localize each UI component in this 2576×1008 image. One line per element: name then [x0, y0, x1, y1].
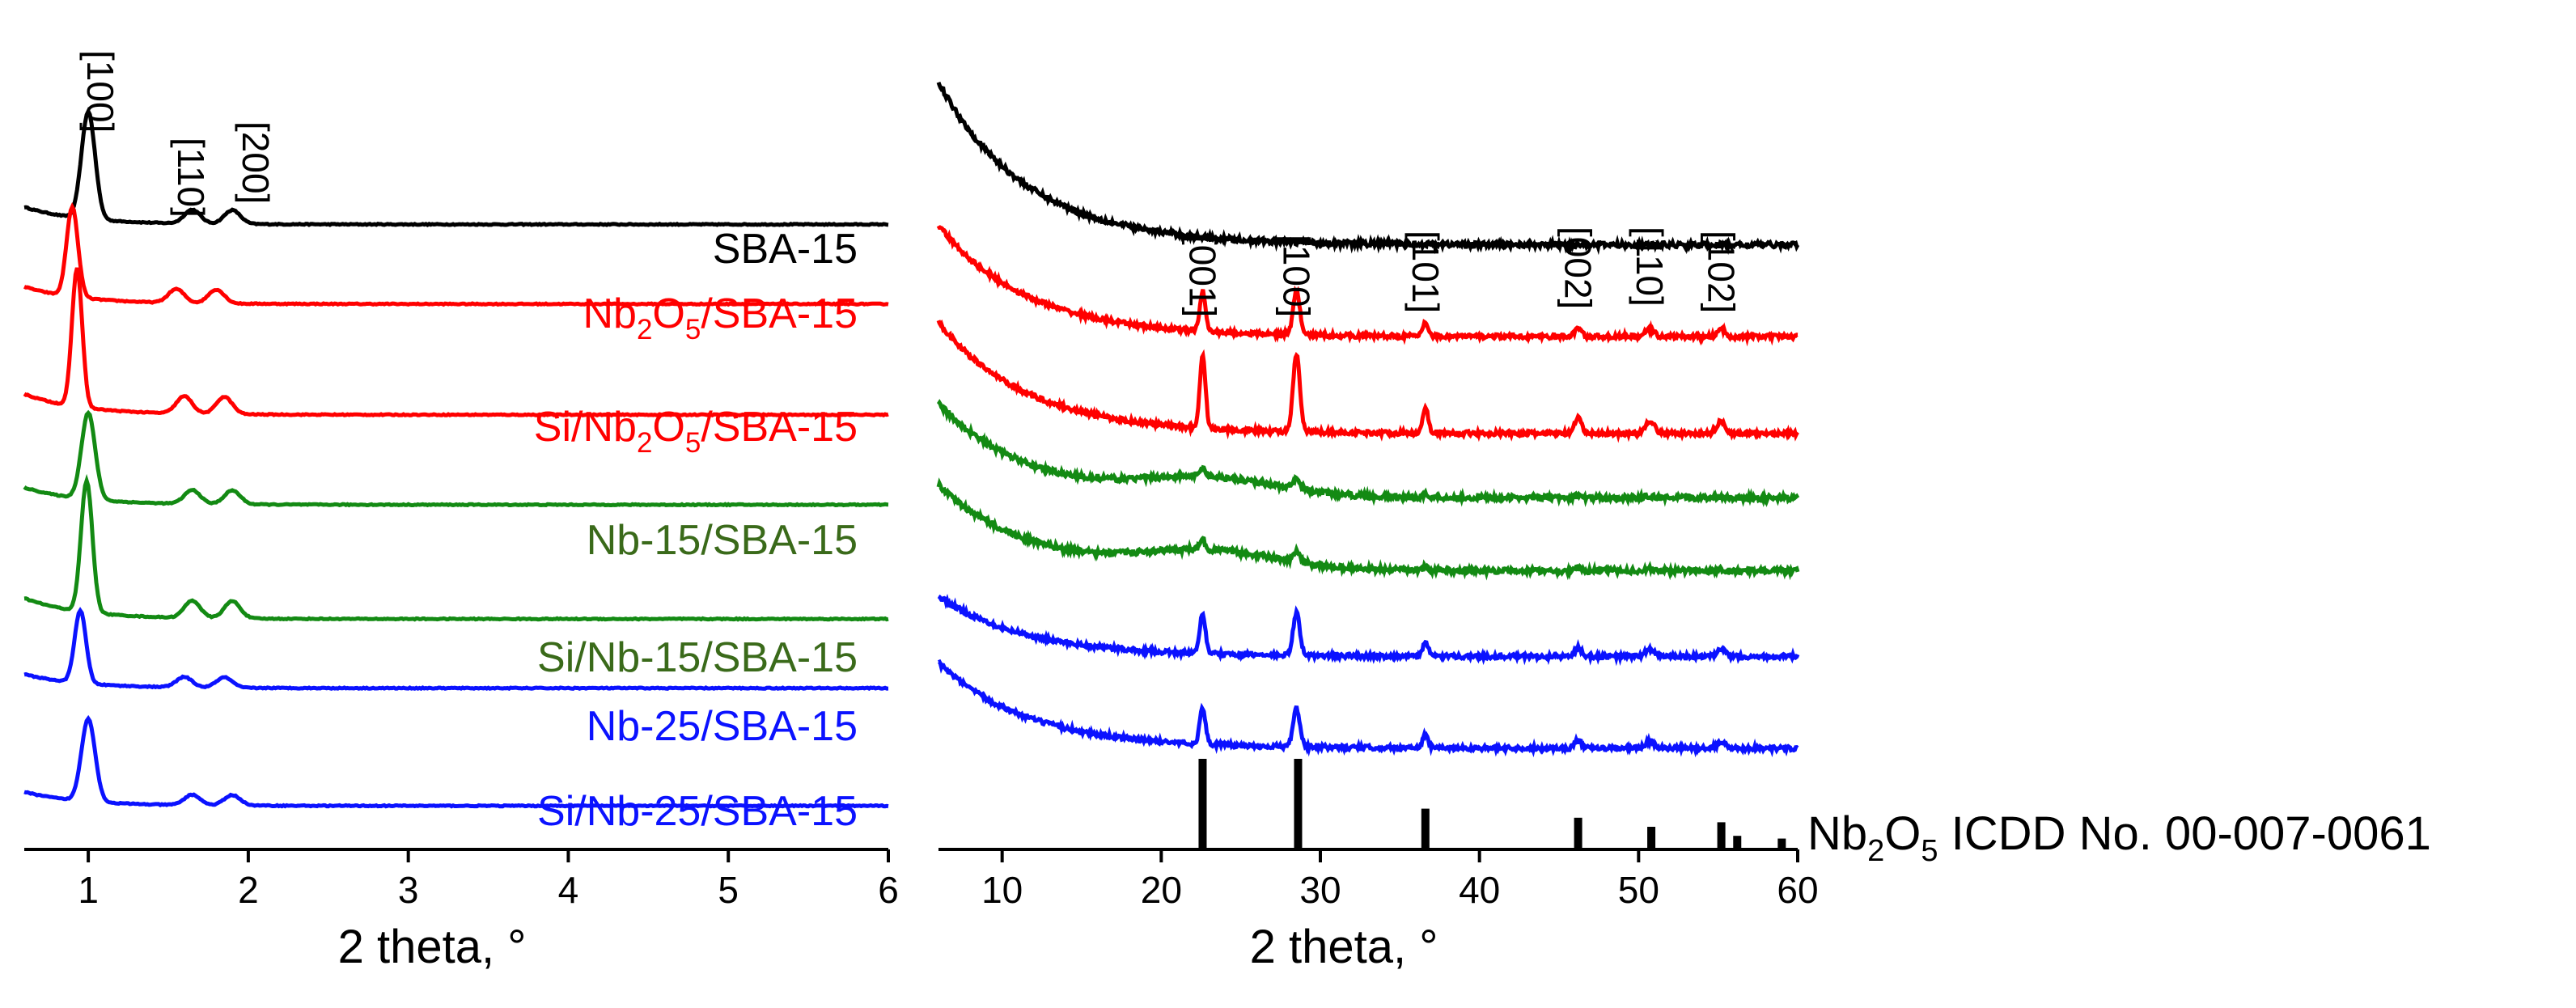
- series-line: [937, 659, 1799, 758]
- series-label: Si/Nb-25/SBA-15: [537, 788, 858, 835]
- series-label: Nb-15/SBA-15: [587, 517, 858, 564]
- reference-stick: [1717, 822, 1726, 849]
- peak-annotation: [001]: [1181, 235, 1223, 317]
- series-line: [23, 202, 889, 307]
- series-line: [936, 81, 1800, 256]
- series-line: [23, 107, 889, 227]
- series-line: [23, 714, 889, 809]
- reference-stick: [1777, 838, 1786, 849]
- series-line: [936, 319, 1799, 443]
- x-tick-label: 10: [981, 869, 1023, 911]
- peak-annotation: [110]: [1629, 227, 1671, 307]
- x-tick-label: 1: [78, 869, 99, 911]
- peak-annotation: [100]: [79, 50, 121, 133]
- series-line: [23, 409, 889, 508]
- series-line: [23, 607, 888, 692]
- peak-annotation: [002]: [1557, 227, 1599, 309]
- x-tick-label: 3: [398, 869, 419, 911]
- series-label: Si/Nb2O5/SBA-15: [534, 404, 858, 459]
- x-tick-label: 60: [1777, 869, 1818, 911]
- reference-stick: [1733, 836, 1742, 849]
- peak-annotation: [101]: [1405, 231, 1447, 313]
- series-label: Nb2O5/SBA-15: [583, 290, 858, 345]
- reference-stick: [1294, 759, 1303, 849]
- peak-annotation: [102]: [1701, 231, 1743, 313]
- x-axis-title: 2 theta, °: [1250, 921, 1438, 973]
- x-axis-title: 2 theta, °: [338, 921, 527, 973]
- peak-annotation: [200]: [235, 121, 277, 204]
- reference-stick: [1198, 759, 1207, 849]
- reference-label: Nb2O5 ICDD No. 00-007-0061: [1807, 807, 2431, 868]
- series-label: SBA-15: [713, 226, 858, 273]
- series-line: [936, 225, 1799, 347]
- peak-annotation: [110]: [170, 138, 212, 218]
- series-line: [23, 267, 889, 418]
- series-label: Nb-25/SBA-15: [587, 703, 858, 750]
- peak-annotation: [100]: [1276, 235, 1318, 317]
- series-line: [937, 594, 1800, 667]
- wide-angle-panel: 10 20 30 40 50 60 2 theta, ° Nb2O5 ICDD No. 00-…: [936, 81, 2431, 973]
- low-angle-panel: 1 2 3 4 5 6 2 theta, ° SBA-15 Nb2O5/SBA-15 Si/Nb2…: [23, 50, 899, 973]
- x-tick-label: 5: [718, 869, 739, 911]
- x-tick-label: 40: [1459, 869, 1500, 911]
- x-tick-label: 50: [1618, 869, 1659, 911]
- x-tick-label: 30: [1299, 869, 1341, 911]
- series-line: [23, 473, 889, 622]
- reference-stick: [1574, 817, 1582, 849]
- x-tick-label: 4: [558, 869, 579, 911]
- x-tick-label: 6: [878, 869, 899, 911]
- series-line: [936, 399, 1800, 508]
- x-tick-label: 20: [1141, 869, 1182, 911]
- reference-stick: [1647, 827, 1656, 849]
- series-label: Si/Nb-15/SBA-15: [537, 634, 858, 681]
- x-tick-label: 2: [238, 869, 259, 911]
- series-line: [936, 477, 1800, 581]
- reference-stick: [1421, 808, 1430, 849]
